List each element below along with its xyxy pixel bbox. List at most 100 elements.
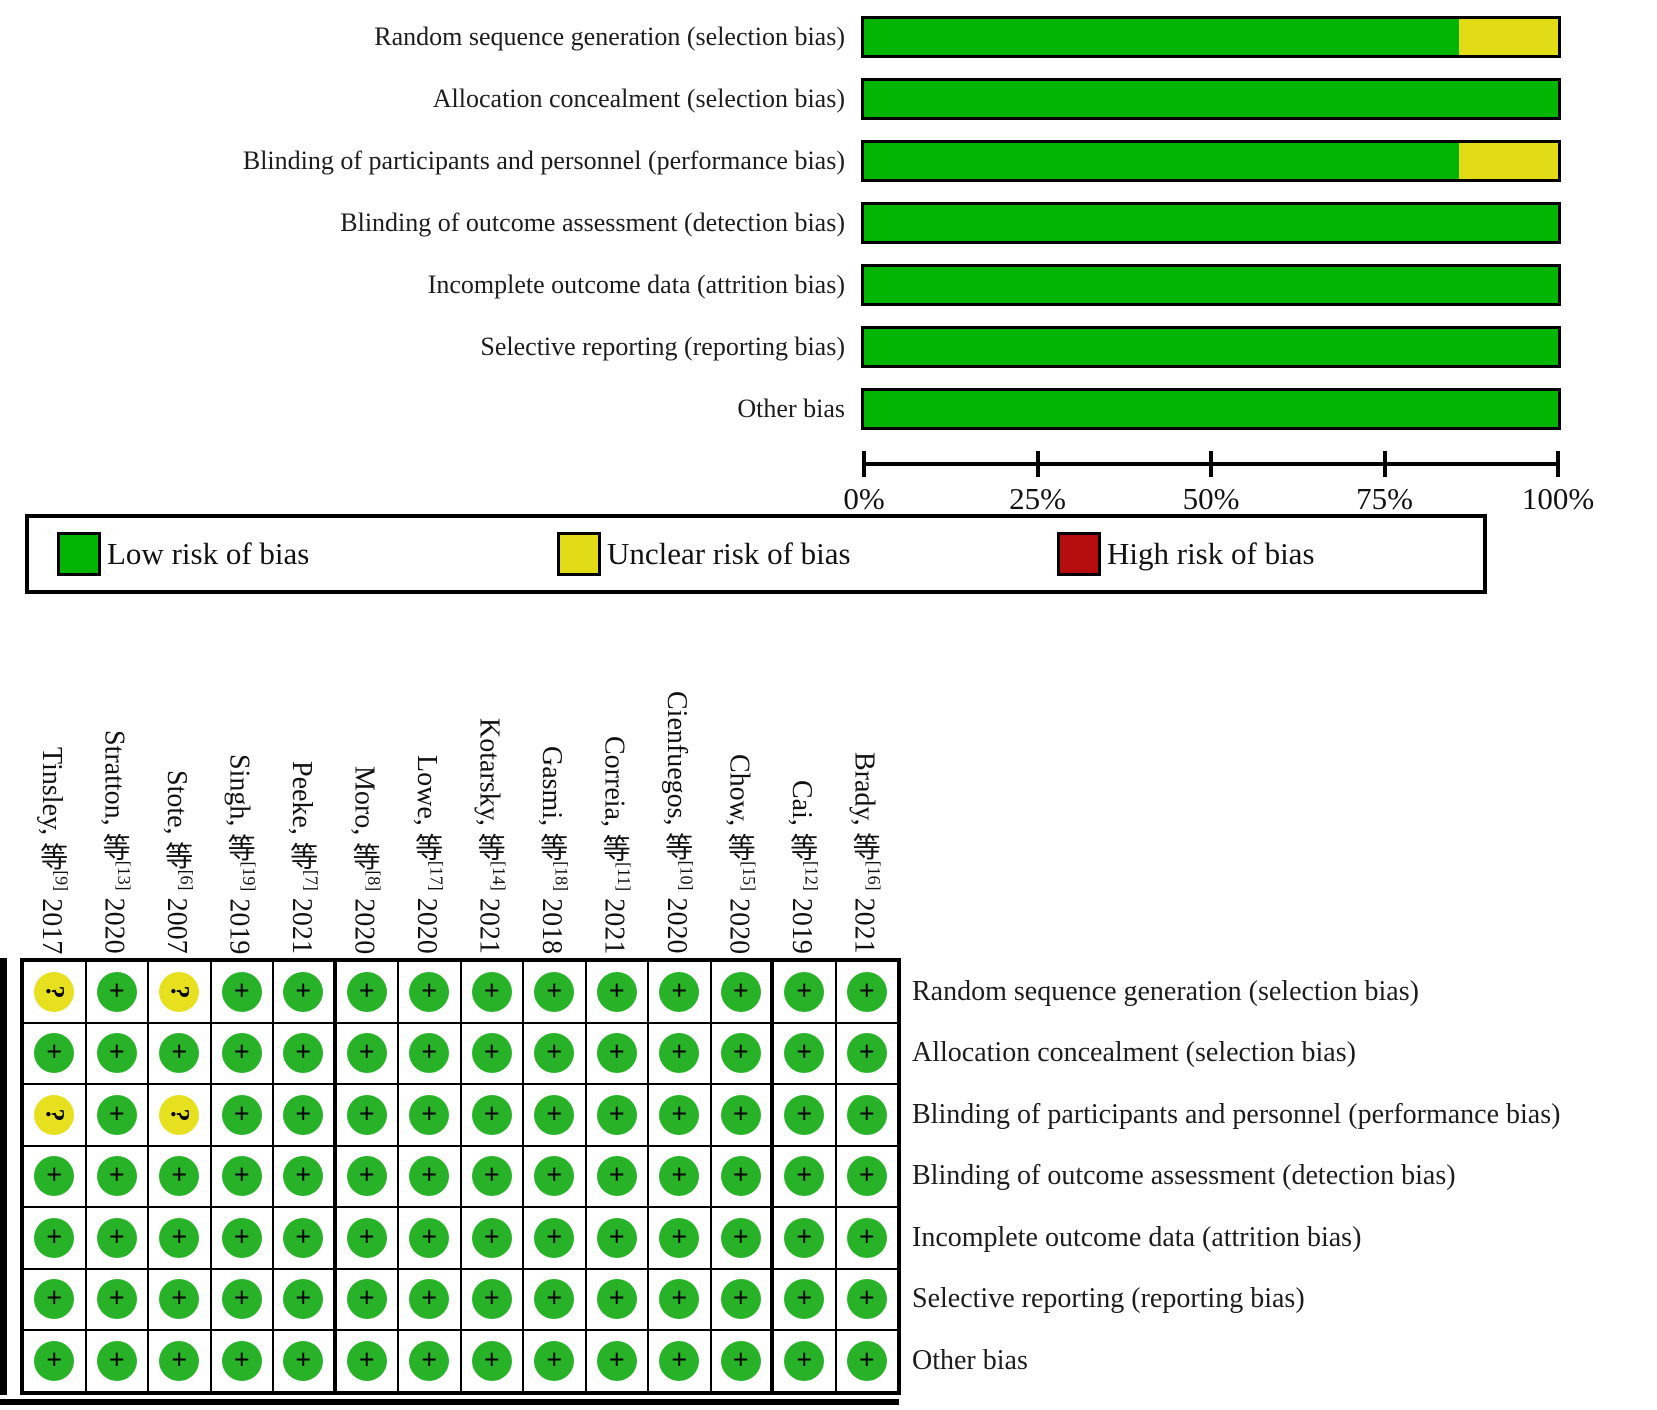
judgment-cell: + — [148, 1207, 211, 1269]
judgment-symbol: + — [358, 975, 375, 1007]
judgment-cell: + — [273, 1207, 336, 1269]
low-risk-icon: + — [534, 1156, 575, 1197]
bar-label: Blinding of outcome assessment (detectio… — [340, 208, 845, 237]
legend-label: Low risk of bias — [107, 536, 310, 571]
bar-label: Allocation concealment (selection bias) — [432, 84, 845, 113]
low-risk-icon: + — [409, 1340, 450, 1381]
low-risk-icon: + — [659, 1156, 700, 1197]
bar-row: Blinding of outcome assessment (detectio… — [0, 192, 1561, 254]
judgment-cell: + — [710, 1268, 773, 1330]
judgment-cell: + — [398, 1207, 461, 1269]
low-risk-icon: + — [159, 1279, 200, 1320]
judgment-symbol: + — [233, 975, 250, 1007]
bar-segment — [864, 143, 1459, 179]
judgment-cell: + — [835, 1207, 898, 1269]
judgment-symbol: + — [421, 1344, 438, 1376]
low-risk-icon: + — [534, 1217, 575, 1258]
low-risk-icon: + — [720, 1094, 761, 1135]
judgment-cell: + — [335, 961, 398, 1023]
study-column-header: Brady, 等[16] 2021 — [833, 616, 896, 954]
study-label: Stratton, 等[13] 2020 — [98, 730, 134, 954]
figure-bottom-border — [0, 1399, 899, 1405]
low-risk-icon: + — [159, 1156, 200, 1197]
judgment-cell: + — [460, 1022, 523, 1084]
axis-tick: 50% — [1183, 451, 1239, 516]
low-risk-icon: + — [159, 1033, 200, 1074]
low-risk-icon: + — [596, 1279, 637, 1320]
study-column-header: Peeke, 等[7] 2021 — [270, 616, 333, 954]
low-risk-icon: + — [846, 1279, 887, 1320]
judgment-symbol: + — [732, 1160, 749, 1192]
judgment-symbol: + — [233, 1344, 250, 1376]
legend-item-unclear: Unclear risk of bias — [557, 532, 851, 576]
judgment-symbol: + — [858, 1221, 875, 1253]
low-risk-icon: + — [96, 1279, 137, 1320]
judgment-symbol: + — [421, 1283, 438, 1315]
study-column-header: Kotarsky, 等[14] 2021 — [458, 616, 521, 954]
judgment-symbol: + — [546, 1160, 563, 1192]
judgment-symbol: + — [796, 1160, 813, 1192]
judgment-symbol: + — [295, 1344, 312, 1376]
bar-label: Incomplete outcome data (attrition bias) — [427, 270, 845, 299]
risk-bar — [861, 388, 1561, 430]
judgment-symbol: + — [46, 1283, 63, 1315]
judgment-symbol: + — [796, 1344, 813, 1376]
bar-row: Allocation concealment (selection bias) — [0, 68, 1561, 130]
low-risk-icon: + — [534, 1094, 575, 1135]
bar-segment — [1458, 143, 1558, 179]
judgment-cell: + — [85, 1084, 148, 1146]
low-risk-icon: + — [96, 971, 137, 1012]
study-reference: [10] — [676, 861, 697, 891]
judgment-cell: + — [23, 1330, 86, 1392]
judgment-cell: + — [773, 1330, 836, 1392]
study-column-header: Singh, 等[19] 2019 — [208, 616, 271, 954]
judgment-cell: + — [773, 1268, 836, 1330]
judgment-cell: + — [85, 1207, 148, 1269]
judgment-cell: + — [460, 1145, 523, 1207]
study-reference: [16] — [863, 861, 884, 891]
judgment-cell: + — [710, 1084, 773, 1146]
judgment-cell: + — [773, 1022, 836, 1084]
judgment-cell: + — [585, 1022, 648, 1084]
low-risk-icon: + — [34, 1340, 75, 1381]
low-risk-icon: + — [34, 1279, 75, 1320]
bias-domain-label: Incomplete outcome data (attrition bias) — [912, 1221, 1362, 1253]
judgment-symbol: + — [858, 1160, 875, 1192]
judgment-symbol: + — [608, 1221, 625, 1253]
judgment-cell: + — [460, 1084, 523, 1146]
high-risk-swatch — [1057, 532, 1101, 576]
low-risk-icon: + — [534, 1340, 575, 1381]
low-risk-icon: + — [784, 971, 825, 1012]
judgment-cell: + — [148, 1022, 211, 1084]
low-risk-icon: + — [659, 1340, 700, 1381]
judgment-cell: + — [85, 1330, 148, 1392]
low-risk-icon: + — [34, 1156, 75, 1197]
low-risk-icon: + — [784, 1033, 825, 1074]
axis-tick: 25% — [1009, 451, 1066, 516]
judgment-symbol: + — [671, 1344, 688, 1376]
study-column-header: Cai, 等[12] 2019 — [770, 616, 833, 954]
study-label: Gasmi, 等[18] 2018 — [536, 745, 572, 954]
study-reference: [9] — [51, 870, 72, 891]
judgment-cell: + — [835, 1330, 898, 1392]
low-risk-icon: + — [471, 1156, 512, 1197]
judgment-cell: + — [710, 961, 773, 1023]
judgment-symbol: + — [108, 975, 125, 1007]
judgment-cell: + — [398, 1145, 461, 1207]
low-risk-icon: + — [221, 1094, 262, 1135]
judgment-cell: + — [710, 1022, 773, 1084]
judgment-symbol: + — [171, 1283, 188, 1315]
judgment-cell: + — [335, 1022, 398, 1084]
judgment-cell: + — [773, 1084, 836, 1146]
judgment-cell: + — [710, 1330, 773, 1392]
judgment-symbol: + — [483, 1344, 500, 1376]
judgment-cell: + — [585, 961, 648, 1023]
low-risk-icon: + — [221, 1340, 262, 1381]
judgment-cell: + — [398, 961, 461, 1023]
judgment-cell: + — [585, 1330, 648, 1392]
legend-label: Unclear risk of bias — [607, 536, 851, 571]
unclear-risk-icon: ? — [34, 971, 75, 1012]
low-risk-icon: + — [471, 1033, 512, 1074]
low-risk-icon: + — [784, 1094, 825, 1135]
judgment-symbol: + — [858, 1098, 875, 1130]
